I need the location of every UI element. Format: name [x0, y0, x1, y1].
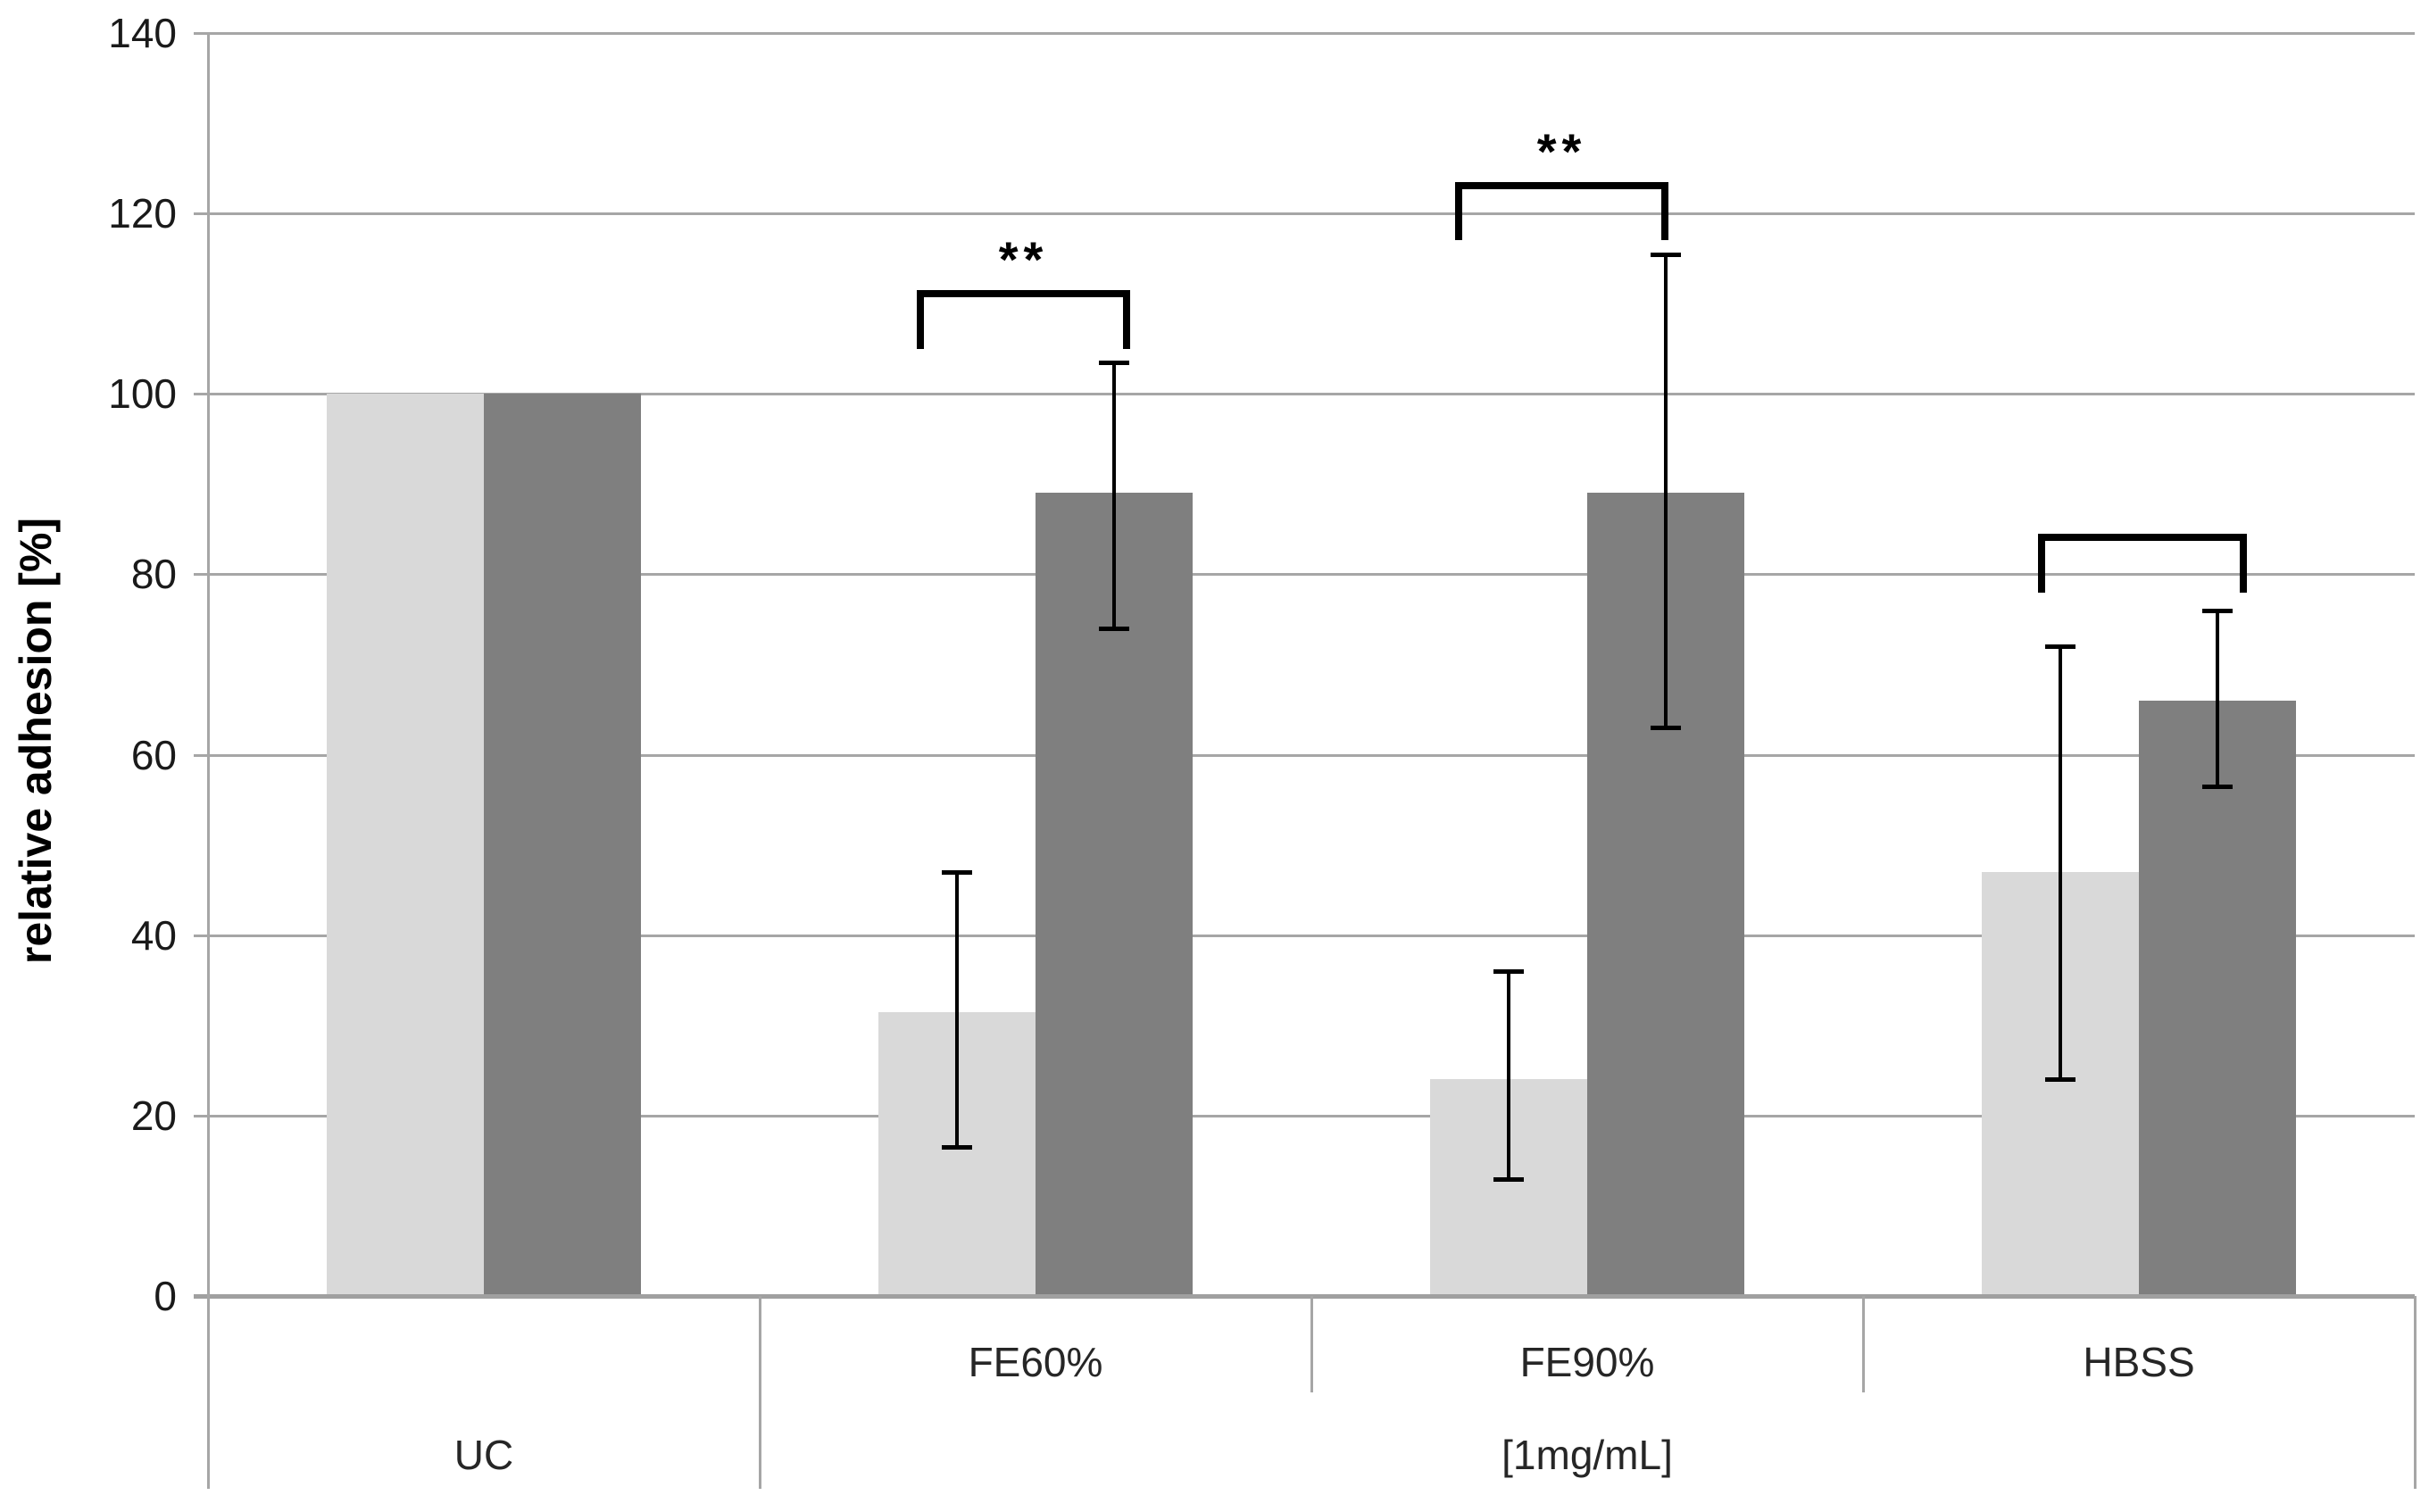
gridline — [194, 32, 2415, 35]
category-label: FE60% — [968, 1339, 1103, 1385]
error-bar-line — [1664, 253, 1668, 728]
error-bar-cap-top — [942, 869, 972, 875]
category-group-label: [1mg/mL] — [1501, 1432, 1673, 1478]
y-tick-label: 0 — [154, 1273, 177, 1319]
error-bar-cap-bottom — [1099, 627, 1129, 632]
category-tick — [1862, 1296, 1865, 1392]
y-axis-line — [207, 33, 210, 1489]
significance-stars: ** — [1536, 122, 1587, 179]
significance-bracket-leg-right — [1661, 181, 1668, 241]
gridline — [194, 1114, 2415, 1117]
error-bar-cap-top — [1493, 969, 1524, 975]
significance-bracket — [1455, 181, 1668, 189]
gridline — [194, 573, 2415, 577]
category-label: HBSS — [2083, 1339, 2195, 1385]
error-bar-cap-bottom — [942, 1145, 972, 1151]
error-bar-cap-bottom — [2045, 1077, 2075, 1083]
significance-bracket-leg-left — [1455, 181, 1462, 241]
y-tick-label: 140 — [108, 10, 177, 56]
significance-bracket-leg-right — [1123, 290, 1130, 349]
error-bar-line — [1507, 971, 1510, 1179]
significance-bracket-leg-left — [917, 290, 924, 349]
bar-uc-light-gray-series — [327, 394, 484, 1296]
bar-hbss-dark-gray-series — [2139, 700, 2296, 1296]
x-axis-line — [194, 1294, 2415, 1299]
significance-stars: ** — [998, 231, 1049, 288]
category-tick — [1310, 1296, 1313, 1392]
error-bar-line — [1112, 361, 1116, 629]
category-group-tick — [2414, 1296, 2417, 1489]
category-group-label: UC — [453, 1432, 514, 1478]
bar-uc-dark-gray-series — [484, 394, 641, 1296]
category-label: FE90% — [1519, 1339, 1655, 1385]
y-tick-label: 60 — [130, 731, 177, 778]
category-group-tick — [759, 1296, 761, 1489]
y-tick-label: 120 — [108, 190, 177, 237]
gridline — [194, 934, 2415, 937]
error-bar-line — [955, 871, 959, 1148]
significance-bracket-leg-left — [2038, 533, 2045, 593]
error-bar-cap-bottom — [1651, 726, 1681, 731]
significance-bracket — [917, 290, 1130, 298]
y-tick-label: 100 — [108, 370, 177, 418]
significance-bracket — [2038, 533, 2247, 541]
error-bar-line — [2059, 646, 2062, 1080]
y-tick-label: 40 — [130, 911, 177, 959]
error-bar-cap-bottom — [2202, 784, 2233, 789]
gridline — [194, 212, 2415, 216]
gridline — [194, 393, 2415, 396]
error-bar-cap-top — [2045, 644, 2075, 650]
y-tick-label: 20 — [130, 1092, 177, 1139]
error-bar-cap-top — [1099, 360, 1129, 365]
error-bar-cap-top — [1651, 252, 1681, 257]
error-bar-cap-top — [2202, 608, 2233, 613]
y-tick-label: 80 — [130, 551, 177, 598]
error-bar-cap-bottom — [1493, 1176, 1524, 1182]
gridline — [194, 753, 2415, 757]
significance-bracket-leg-right — [2240, 533, 2247, 593]
error-bar-line — [2216, 610, 2219, 786]
